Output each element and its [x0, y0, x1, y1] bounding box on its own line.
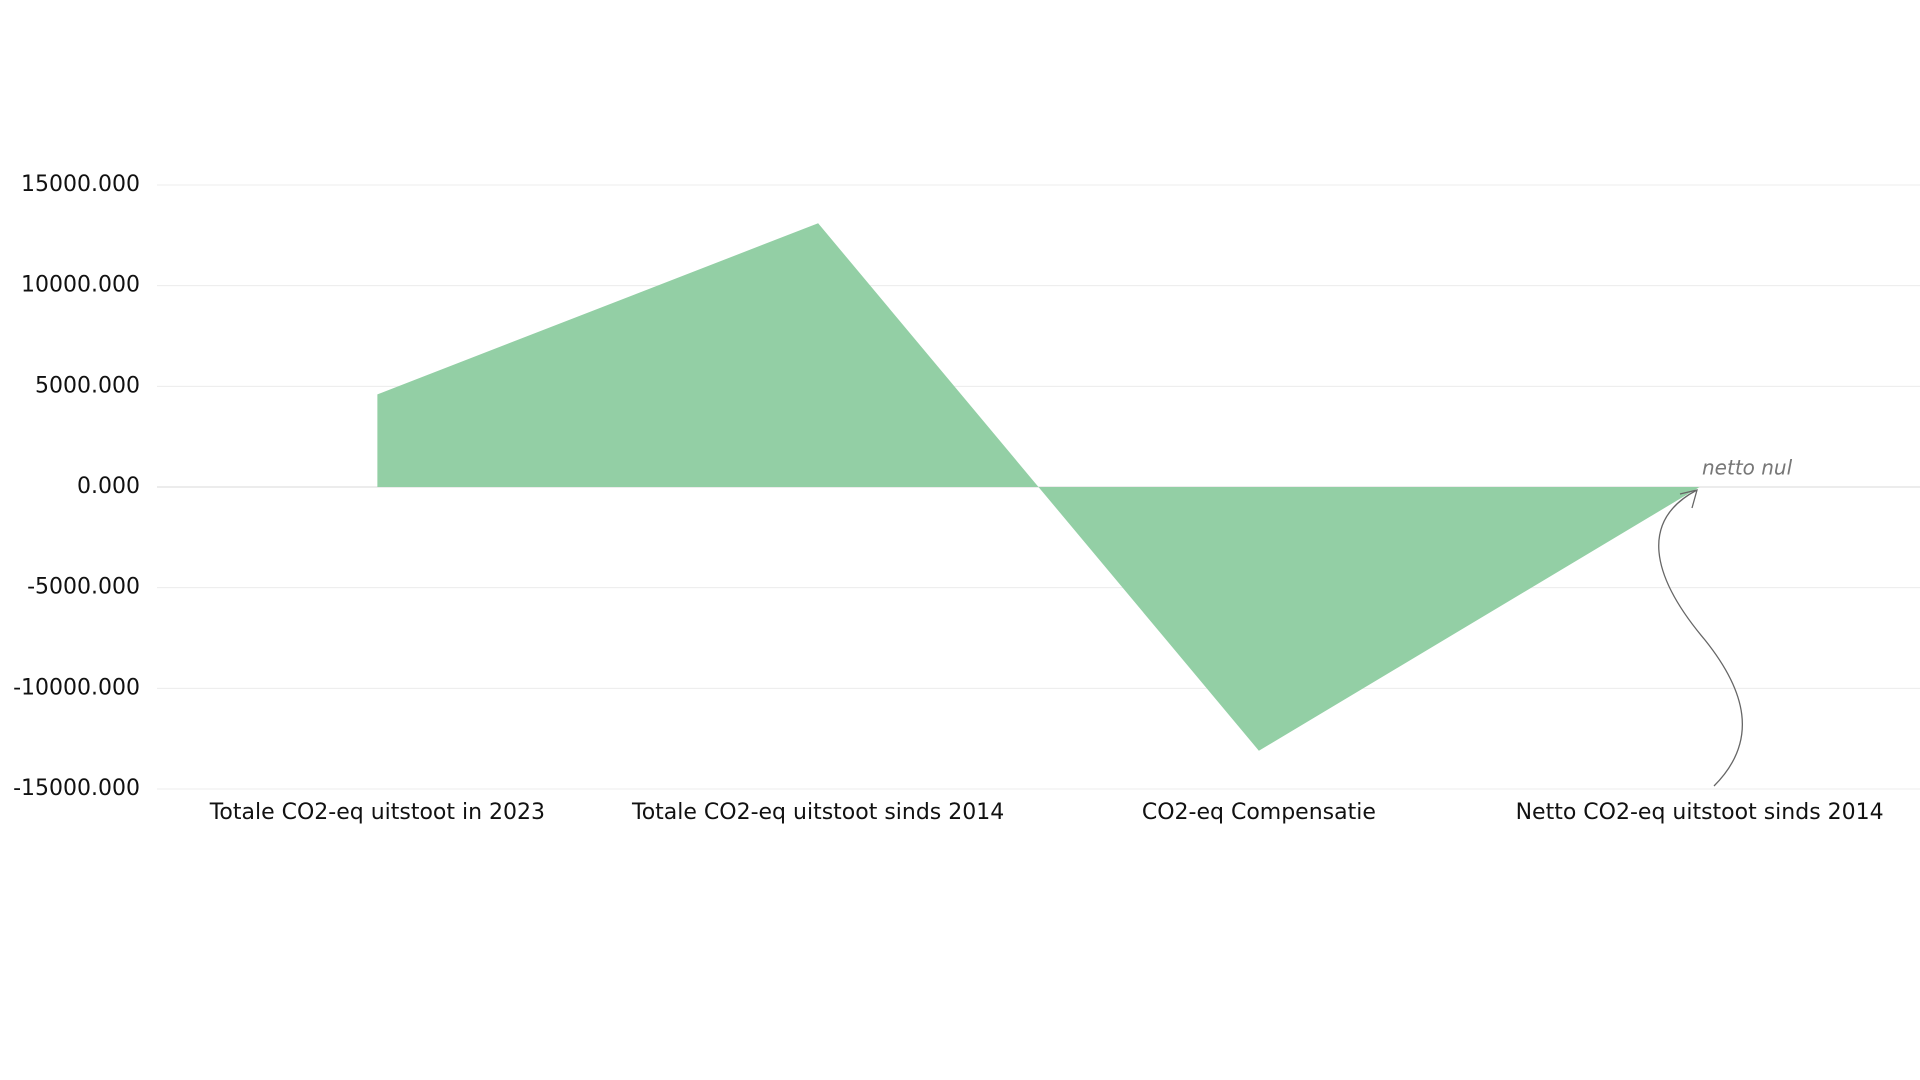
y-tick-label: 15000.000	[21, 172, 140, 197]
plot-area	[377, 223, 1700, 751]
y-tick-label: -5000.000	[27, 575, 140, 600]
y-tick-label: 10000.000	[21, 273, 140, 298]
y-tick-label: -15000.000	[13, 776, 140, 801]
annotation: netto nul	[1702, 456, 1793, 480]
y-tick-label: 0.000	[77, 474, 140, 499]
annotation-arrow	[1658, 489, 1744, 787]
x-tick-label: Totale CO2-eq uitstoot sinds 2014	[631, 800, 1004, 825]
area	[377, 223, 1700, 751]
x-tick-label: Netto CO2-eq uitstoot sinds 2014	[1516, 800, 1884, 825]
arrow-head	[1679, 489, 1698, 509]
x-tick-label: CO2-eq Compensatie	[1142, 800, 1376, 825]
y-tick-label: 5000.000	[35, 373, 140, 398]
x-tick-label: Totale CO2-eq uitstoot in 2023	[209, 800, 545, 825]
grid: -15000.000 -10000.000 -5000.000 0.000 5000.0…	[13, 172, 1920, 825]
y-tick-label: -10000.000	[13, 675, 140, 700]
